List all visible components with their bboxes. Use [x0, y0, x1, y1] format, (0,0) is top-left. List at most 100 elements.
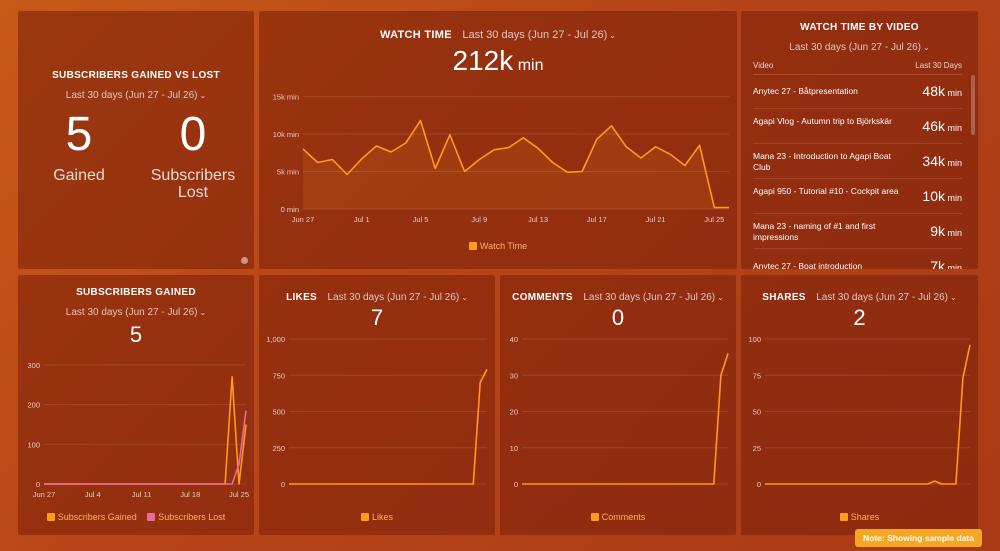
- date-range-label[interactable]: Last 30 days (Jun 27 - Jul 26): [327, 292, 460, 303]
- total-value: 2: [853, 305, 866, 330]
- comments-card: COMMENTS Last 30 days (Jun 27 - Jul 26) ⌄…: [500, 275, 736, 535]
- total-value: 7: [370, 305, 384, 330]
- x-tick-label: Jun 27: [292, 215, 315, 224]
- legend-label: Shares: [850, 512, 880, 522]
- video-row[interactable]: Agapi 950 - Tutorial #10 - Cockpit area 1…: [753, 180, 962, 214]
- watch-time-chart: 0 min 5k min 10k min 15k min Jun 27 Jul 1 Jul …: [273, 93, 729, 224]
- video-value-unit: min: [944, 193, 962, 203]
- shares-card: SHARES Last 30 days (Jun 27 - Jul 26) ⌄ 2…: [741, 275, 978, 535]
- x-tick-label: Jul 13: [528, 215, 548, 224]
- total-unit: min: [517, 57, 544, 74]
- x-tick-label: Jul 4: [329, 490, 345, 491]
- chart-legend[interactable]: Likes: [259, 512, 495, 522]
- sample-data-note[interactable]: Note: Showing sample data: [855, 529, 982, 547]
- lost-label-line2: Lost: [177, 184, 209, 201]
- chart-legend[interactable]: Shares: [741, 512, 978, 522]
- y-tick-label: 50: [753, 408, 761, 417]
- x-tick-label: Jul 18: [903, 490, 923, 491]
- chevron-down-icon[interactable]: ⌄: [461, 293, 468, 302]
- video-value-unit: min: [944, 263, 962, 269]
- card-title: SUBSCRIBERS GAINED: [76, 287, 196, 298]
- chart-legend[interactable]: Subscribers Gained Subscribers Lost: [18, 512, 254, 522]
- legend-label: Likes: [371, 512, 393, 522]
- chevron-down-icon: ⌄: [199, 308, 207, 317]
- video-title: Agapi 950 - Tutorial #10 - Cockpit area: [753, 186, 899, 196]
- x-tick-label: Jul 5: [413, 215, 429, 224]
- x-tick-label: Jul 4: [807, 490, 823, 491]
- watch-time-header: WATCH TIME Last 30 days (Jun 27 - Jul 26…: [259, 25, 737, 43]
- y-tick-label: 5k min: [277, 168, 299, 177]
- video-value-number: 9k: [930, 223, 945, 239]
- video-value-number: 10k: [922, 188, 945, 204]
- y-tick-label: 1,000: [266, 335, 285, 344]
- total-value: 5: [129, 322, 143, 347]
- total-value: 0: [611, 305, 625, 330]
- legend-swatch-lost: [147, 513, 156, 521]
- date-range-label[interactable]: Last 30 days (Jun 27 - Jul 26): [462, 29, 608, 41]
- video-row[interactable]: Mana 23 - naming of #1 and first impress…: [753, 215, 962, 249]
- date-range-selector[interactable]: Last 30 days (Jun 27 - Jul 26) ⌄: [18, 302, 254, 320]
- likes-chart: 0 250 500 750 1,000 Jun 27 Jul 4 Jul 11 Jul 18 Ju…: [266, 335, 490, 491]
- y-tick-label: 250: [272, 444, 285, 453]
- y-tick-label: 30: [510, 371, 518, 380]
- col-header-period: Last 30 Days: [915, 61, 962, 70]
- card-title: WATCH TIME: [380, 29, 452, 41]
- series-line: [302, 119, 729, 209]
- video-row[interactable]: Anytec 27 - Boat introduction 7k min: [753, 250, 962, 269]
- scrollbar[interactable]: [971, 75, 975, 135]
- y-tick-label: 100: [27, 440, 40, 449]
- y-tick-label: 10k min: [273, 130, 299, 139]
- x-tick-label: Jun 27: [278, 490, 301, 491]
- video-title: Anytec 27 - Båtpresentation: [753, 86, 858, 96]
- y-tick-label: 20: [510, 408, 518, 417]
- series-line: [289, 369, 488, 485]
- watch-time-total: 212k min: [259, 45, 737, 77]
- watch-time-card: WATCH TIME Last 30 days (Jun 27 - Jul 26…: [259, 11, 737, 269]
- chart-legend[interactable]: Watch Time: [259, 241, 737, 251]
- date-range-label: Last 30 days (Jun 27 - Jul 26): [65, 90, 198, 101]
- video-title: Mana 23 - naming of #1 and first impress…: [753, 221, 876, 242]
- chevron-down-icon: ⌄: [199, 91, 207, 100]
- x-tick-label: Jul 4: [85, 490, 101, 499]
- x-tick-label: Jul 21: [646, 215, 666, 224]
- y-tick-label: 75: [753, 371, 761, 380]
- y-tick-label: 200: [27, 401, 40, 410]
- series-line: [44, 376, 247, 485]
- video-row[interactable]: Agapi Vlog - Autumn trip to Björkskär 46k…: [753, 110, 962, 144]
- gained-label: Gained: [53, 167, 105, 184]
- subs-gained-card: SUBSCRIBERS GAINED Last 30 days (Jun 27 …: [18, 275, 254, 535]
- x-tick-label: Jul 25: [711, 490, 731, 491]
- date-range-selector[interactable]: Last 30 days (Jun 27 - Jul 26) ⌄: [18, 85, 254, 103]
- video-row[interactable]: Anytec 27 - Båtpresentation 48k min: [753, 75, 962, 109]
- comments-chart: 0 10 20 30 40 Jun 27 Jul 4 Jul 11 Jul 18 Jul 25: [510, 335, 731, 491]
- y-tick-label: 0: [281, 480, 285, 489]
- video-title: Anytec 27 - Boat introduction: [753, 261, 863, 269]
- chevron-down-icon: ⌄: [923, 43, 930, 52]
- likes-card: LIKES Last 30 days (Jun 27 - Jul 26) ⌄ 7 …: [259, 275, 495, 535]
- x-tick-label: Jul 18: [180, 490, 200, 499]
- gained-value: 5: [65, 108, 93, 161]
- chevron-down-icon[interactable]: ⌄: [717, 293, 724, 302]
- series-line: [522, 353, 729, 485]
- legend-swatch: [839, 513, 848, 521]
- subs-vs-lost-card: SUBSCRIBERS GAINED VS LOST Last 30 days …: [18, 11, 254, 269]
- info-icon[interactable]: [241, 257, 248, 264]
- date-range-label[interactable]: Last 30 days (Jun 27 - Jul 26): [583, 292, 716, 303]
- legend-label: Comments: [601, 512, 646, 522]
- chevron-down-icon[interactable]: ⌄: [949, 293, 957, 302]
- series-line: [765, 344, 971, 485]
- video-value-number: 46k: [922, 118, 945, 134]
- x-tick-label: Jun 27: [511, 490, 534, 491]
- video-row[interactable]: Mana 23 - Introduction to Agapi Boat Clu…: [753, 145, 962, 179]
- chart-legend[interactable]: Comments: [500, 512, 736, 522]
- date-range-label[interactable]: Last 30 days (Jun 27 - Jul 26): [816, 292, 948, 303]
- x-tick-label: Jun 27: [754, 490, 777, 491]
- chevron-down-icon[interactable]: ⌄: [609, 31, 616, 40]
- legend-label: Watch Time: [479, 241, 528, 251]
- series-line: [44, 410, 247, 485]
- y-tick-label: 25: [753, 444, 761, 453]
- date-range-selector[interactable]: Last 30 days (Jun 27 - Jul 26) ⌄: [741, 37, 978, 55]
- video-title: Agapi Vlog - Autumn trip to Björkskär: [753, 116, 892, 126]
- x-tick-label: Jul 11: [375, 490, 394, 491]
- x-tick-label: Jul 11: [132, 490, 151, 499]
